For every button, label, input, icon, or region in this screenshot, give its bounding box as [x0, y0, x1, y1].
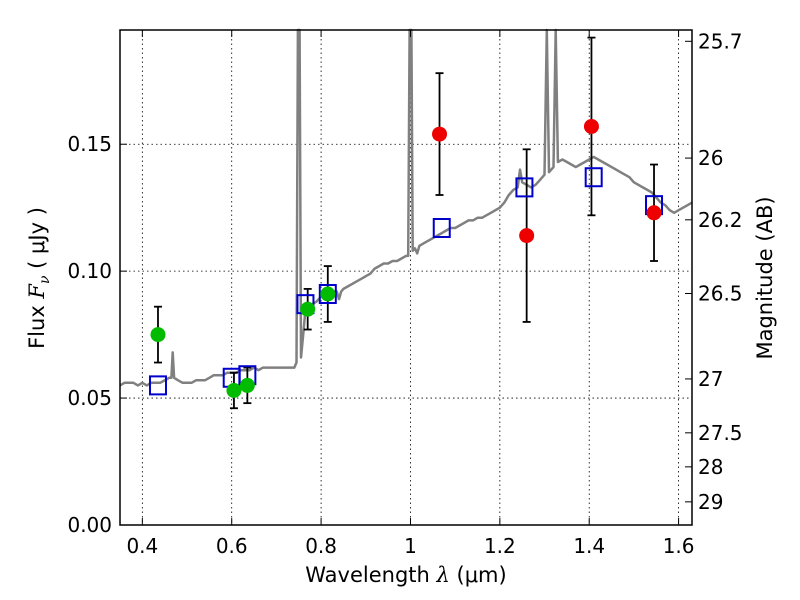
y-axis-label: Flux Fν ( μJy ): [25, 207, 53, 349]
model-point: [515, 177, 534, 198]
y2-tick-label: 28: [698, 455, 723, 479]
y-tick-label: 0.05: [67, 386, 112, 410]
x-tick-label: 1.2: [484, 534, 516, 558]
x-tick-label: 0.4: [126, 534, 158, 558]
x-axis-label: Wavelength λ (μm): [305, 563, 506, 587]
x-axis-ticks: 0.4 0.6 0.8 1 1.2 1.4 1.6: [126, 30, 695, 558]
y-tick-label: 0.10: [67, 259, 112, 283]
green-point: [320, 286, 336, 302]
template-spectrum: [119, 28, 693, 387]
plot-frame: [119, 29, 693, 526]
x-tick-label: 0.6: [216, 534, 248, 558]
green-point: [226, 382, 242, 398]
x-tick-label: 1: [404, 534, 417, 558]
x-tick-label: 0.8: [305, 534, 337, 558]
y-axis-label-suffix: ( μJy ): [25, 207, 49, 275]
x-axis-label-suffix: (μm): [450, 563, 507, 587]
green-point: [239, 377, 255, 393]
spectrum-line: [119, 28, 693, 387]
y-tick-label: 0.00: [67, 513, 112, 537]
y2-tick-label: 27.5: [698, 421, 743, 445]
model-point: [432, 218, 451, 238]
model-point: [148, 375, 167, 396]
grid: [120, 30, 692, 525]
red-point: [432, 126, 448, 142]
x-axis-label-symbol: λ: [436, 563, 450, 587]
model-point: [584, 167, 603, 188]
y2-tick-label: 26.5: [698, 281, 743, 305]
y-axis-label-prefix: Flux: [25, 299, 49, 349]
y2-tick-label: 26: [698, 146, 723, 170]
y-tick-label: 0.15: [67, 132, 112, 156]
x-axis-label-prefix: Wavelength: [305, 563, 436, 587]
green-point: [150, 327, 166, 343]
y2-axis-ticks: 25.7 26 26.2 26.5 27 27.5 28 29: [685, 29, 743, 514]
observed-points: [150, 118, 662, 398]
model-point: [318, 284, 337, 304]
red-point: [519, 228, 535, 244]
y-axis-ticks: 0.00 0.05 0.10 0.15: [67, 132, 127, 537]
red-point: [583, 118, 599, 134]
y2-tick-label: 29: [698, 490, 723, 514]
green-point: [300, 301, 316, 317]
y2-axis-label: Magnitude (AB): [753, 196, 777, 359]
plot-background: [120, 30, 692, 525]
y2-tick-label: 27: [698, 367, 723, 391]
x-tick-label: 1.6: [663, 534, 695, 558]
y2-tick-label: 26.2: [698, 208, 743, 232]
x-tick-label: 1.4: [573, 534, 605, 558]
y-axis-label-symbol: F: [25, 283, 49, 300]
y2-tick-label: 25.7: [698, 29, 743, 53]
red-point: [646, 205, 662, 221]
y-axis-label-sub: ν: [37, 275, 53, 284]
